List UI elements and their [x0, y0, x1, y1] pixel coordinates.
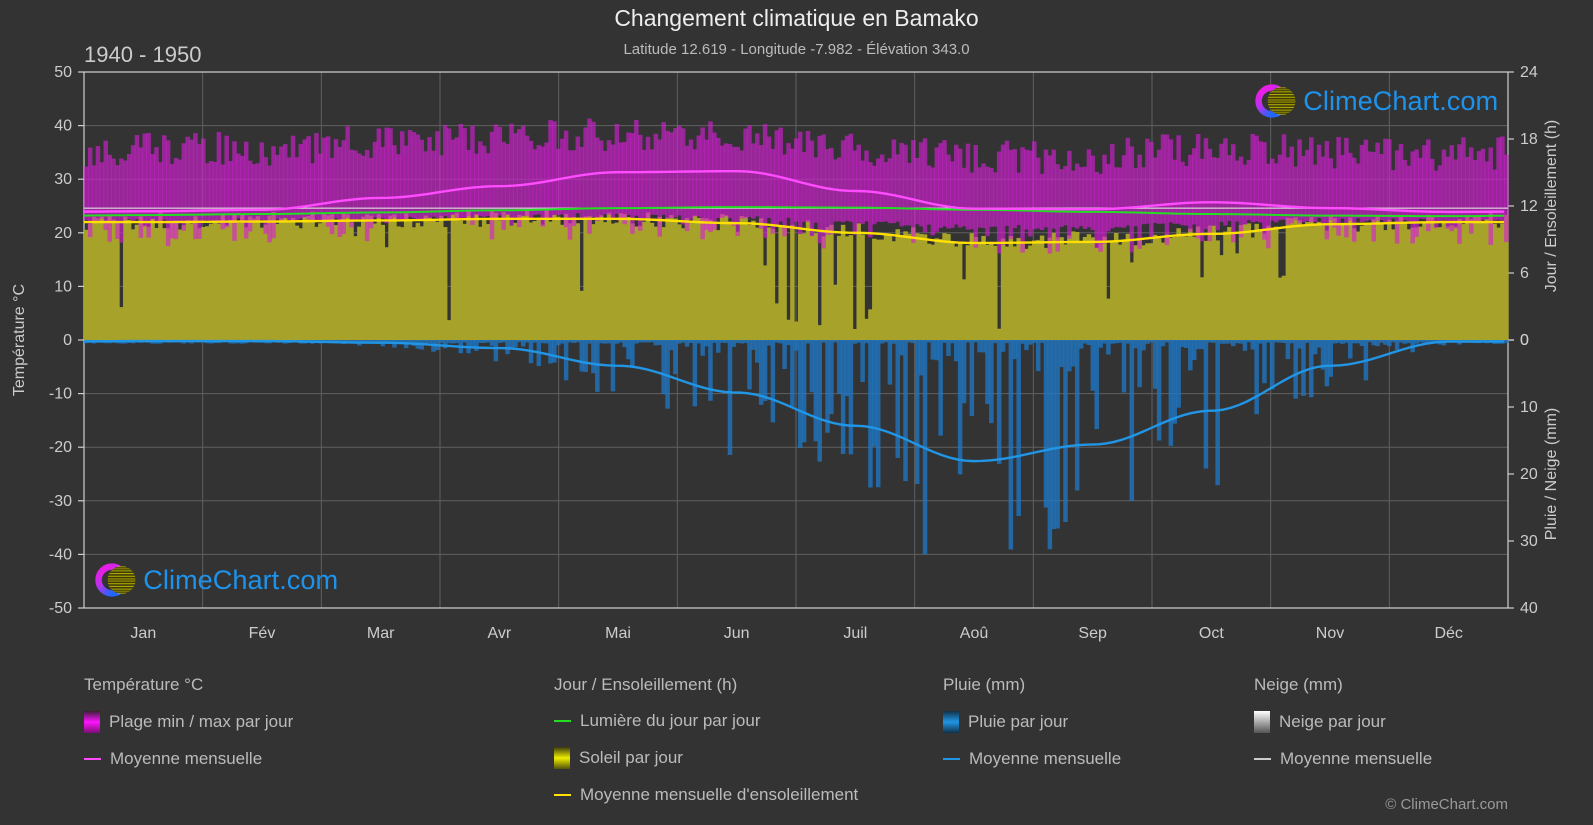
svg-text:24: 24 [1520, 64, 1538, 81]
svg-text:Nov: Nov [1316, 625, 1344, 642]
svg-text:Juil: Juil [843, 625, 867, 642]
svg-text:Jour / Ensoleillement (h): Jour / Ensoleillement (h) [1543, 120, 1560, 293]
svg-text:6: 6 [1520, 265, 1529, 282]
svg-text:Température °C: Température °C [11, 284, 28, 396]
svg-text:0: 0 [63, 332, 72, 349]
svg-text:12: 12 [1520, 198, 1538, 215]
svg-text:Mar: Mar [367, 625, 395, 642]
svg-text:20: 20 [1520, 466, 1538, 483]
svg-text:18: 18 [1520, 131, 1538, 148]
svg-text:ClimeChart.com: ClimeChart.com [143, 564, 338, 595]
svg-text:50: 50 [54, 64, 72, 81]
svg-text:20: 20 [54, 225, 72, 242]
svg-text:-20: -20 [49, 439, 72, 456]
svg-text:Fév: Fév [249, 625, 276, 642]
svg-text:Oct: Oct [1199, 625, 1224, 642]
svg-text:-30: -30 [49, 493, 72, 510]
svg-text:0: 0 [1520, 332, 1529, 349]
svg-text:40: 40 [1520, 600, 1538, 617]
svg-text:-50: -50 [49, 600, 72, 617]
svg-text:-10: -10 [49, 386, 72, 403]
svg-text:10: 10 [54, 278, 72, 295]
svg-text:10: 10 [1520, 399, 1538, 416]
svg-text:Mai: Mai [605, 625, 631, 642]
svg-text:30: 30 [1520, 533, 1538, 550]
svg-text:Jun: Jun [724, 625, 750, 642]
svg-text:Jan: Jan [130, 625, 156, 642]
svg-text:ClimeChart.com: ClimeChart.com [1303, 85, 1498, 116]
svg-text:Avr: Avr [487, 625, 511, 642]
svg-text:Aoû: Aoû [960, 625, 988, 642]
svg-text:30: 30 [54, 171, 72, 188]
svg-text:-40: -40 [49, 546, 72, 563]
svg-text:Déc: Déc [1434, 625, 1462, 642]
svg-text:Pluie / Neige (mm): Pluie / Neige (mm) [1543, 408, 1560, 540]
svg-text:40: 40 [54, 118, 72, 135]
svg-text:Sep: Sep [1078, 625, 1107, 642]
